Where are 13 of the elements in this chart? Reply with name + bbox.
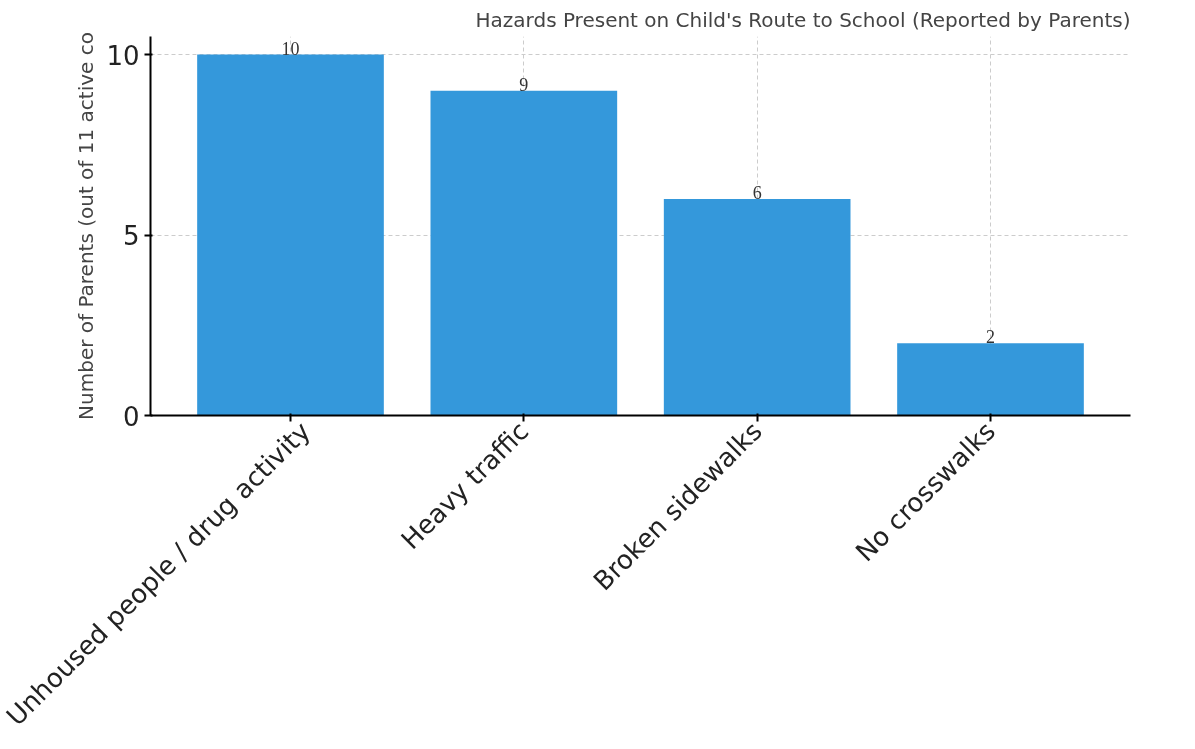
y-tick-label: 0	[122, 401, 140, 432]
data-label: 2	[986, 327, 995, 348]
bar	[897, 343, 1084, 416]
chart-title: Hazards Present on Child's Route to School (Reported by Parents)	[475, 7, 1131, 32]
data-label: 10	[281, 38, 300, 59]
y-tick-label: 10	[106, 40, 140, 71]
data-label: 6	[752, 182, 762, 203]
bar	[197, 54, 384, 416]
bar	[430, 90, 618, 416]
y-axis-title: Number of Parents (out of 11 active co	[74, 32, 99, 420]
data-label: 9	[519, 74, 529, 95]
bar	[663, 198, 851, 416]
y-tick-label: 5	[122, 221, 140, 252]
